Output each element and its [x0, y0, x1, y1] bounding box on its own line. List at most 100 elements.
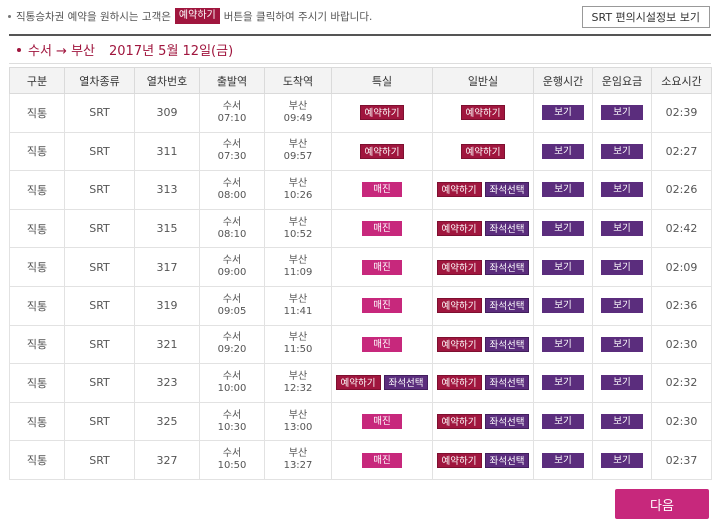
general-seat-cell: 예약하기 좌석선택: [432, 170, 534, 210]
special-seat-cell: 매진: [331, 208, 433, 249]
schedule-cell: 보기: [533, 363, 593, 403]
reserve-button[interactable]: 예약하기: [436, 221, 482, 237]
reserve-button[interactable]: 예약하기: [460, 143, 506, 159]
duration: 02:27: [651, 131, 712, 172]
seat-select-button[interactable]: 좌석선택: [383, 375, 429, 391]
seat-select-button[interactable]: 좌석선택: [484, 221, 530, 237]
reserve-button[interactable]: 예약하기: [436, 375, 482, 391]
train-kind: SRT: [64, 363, 135, 403]
departure-time: 10:30: [217, 421, 247, 433]
view-fare-button[interactable]: 보기: [601, 336, 643, 352]
schedule-cell: 보기: [533, 324, 593, 365]
service-type: 직통: [9, 440, 65, 480]
arrival-cell: 부산 11:09: [264, 247, 332, 287]
arrival-station: 부산: [288, 216, 308, 228]
seat-select-button[interactable]: 좌석선택: [484, 375, 530, 391]
train-number: 321: [134, 324, 200, 365]
view-schedule-button[interactable]: 보기: [542, 259, 584, 275]
train-number: 325: [134, 401, 200, 442]
reserve-button[interactable]: 예약하기: [335, 375, 381, 391]
departure-time: 09:00: [217, 267, 247, 279]
departure-time: 07:10: [217, 112, 247, 124]
departure-cell: 수서 10:30: [199, 401, 265, 442]
view-fare-button[interactable]: 보기: [601, 375, 643, 391]
view-fare-button[interactable]: 보기: [601, 143, 643, 159]
reserve-button[interactable]: 예약하기: [436, 259, 482, 275]
general-seat-cell: 예약하기 좌석선택: [432, 285, 534, 326]
column-header: 도착역: [264, 67, 332, 94]
facility-info-button[interactable]: SRT 편의시설정보 보기: [581, 6, 710, 28]
view-schedule-button[interactable]: 보기: [542, 375, 584, 391]
service-type: 직통: [9, 363, 65, 403]
departure-station: 수서: [222, 332, 242, 344]
view-fare-button[interactable]: 보기: [601, 414, 643, 430]
view-schedule-button[interactable]: 보기: [542, 105, 584, 121]
reserve-button[interactable]: 예약하기: [436, 452, 482, 468]
train-kind: SRT: [64, 440, 135, 480]
view-schedule-button[interactable]: 보기: [542, 336, 584, 352]
fare-cell: 보기: [592, 131, 652, 172]
table-row: 직통 SRT 315 수서 08:10 부산 10:52 매진 예약하기 좌석선택 보기 보기 02:4…: [9, 208, 712, 249]
duration: 02:37: [651, 440, 712, 480]
arrival-time: 12:32: [283, 382, 313, 394]
view-fare-button[interactable]: 보기: [601, 452, 643, 468]
reserve-button[interactable]: 예약하기: [359, 143, 405, 159]
schedule-cell: 보기: [533, 208, 593, 249]
fare-cell: 보기: [592, 170, 652, 210]
reserve-button[interactable]: 예약하기: [436, 298, 482, 314]
notice-text: 직통승차권 예약을 원하시는 고객은 예약하기 버튼을 클릭하여 주시기 바랍니…: [8, 8, 372, 24]
sold-out-badge: 매진: [362, 298, 402, 314]
service-type: 직통: [9, 131, 65, 172]
train-number: 323: [134, 363, 200, 403]
arrival-time: 09:49: [283, 112, 313, 124]
sold-out-badge: 매진: [362, 452, 402, 468]
view-schedule-button[interactable]: 보기: [542, 452, 584, 468]
column-header: 운임요금: [592, 67, 652, 94]
route-header: 수서 → 부산 2017년 5월 12일(금): [9, 34, 711, 64]
seat-select-button[interactable]: 좌석선택: [484, 414, 530, 430]
special-seat-cell: 매진: [331, 440, 433, 480]
reserve-button[interactable]: 예약하기: [436, 414, 482, 430]
view-schedule-button[interactable]: 보기: [542, 143, 584, 159]
seat-select-button[interactable]: 좌석선택: [484, 336, 530, 352]
arrival-cell: 부산 09:49: [264, 93, 332, 133]
arrival-station: 부산: [288, 139, 308, 151]
arrival-time: 10:26: [283, 189, 313, 201]
view-fare-button[interactable]: 보기: [601, 105, 643, 121]
view-fare-button[interactable]: 보기: [601, 221, 643, 237]
train-kind: SRT: [64, 131, 135, 172]
view-fare-button[interactable]: 보기: [601, 298, 643, 314]
reserve-button[interactable]: 예약하기: [436, 182, 482, 198]
general-seat-cell: 예약하기 좌석선택: [432, 247, 534, 287]
duration: 02:39: [651, 93, 712, 133]
reserve-button[interactable]: 예약하기: [436, 336, 482, 352]
departure-station: 수서: [222, 139, 242, 151]
arrival-station: 부산: [288, 255, 308, 267]
arrival-cell: 부산 11:50: [264, 324, 332, 365]
duration: 02:36: [651, 285, 712, 326]
duration: 02:30: [651, 401, 712, 442]
seat-select-button[interactable]: 좌석선택: [484, 182, 530, 198]
seat-select-button[interactable]: 좌석선택: [484, 259, 530, 275]
notice-text-before: 직통승차권 예약을 원하시는 고객은: [16, 10, 171, 23]
reserve-button[interactable]: 예약하기: [460, 105, 506, 121]
view-schedule-button[interactable]: 보기: [542, 221, 584, 237]
reserve-button[interactable]: 예약하기: [359, 105, 405, 121]
arrival-station: 부산: [288, 370, 308, 382]
seat-select-button[interactable]: 좌석선택: [484, 298, 530, 314]
arrival-station: 부산: [288, 293, 308, 305]
departure-cell: 수서 10:00: [199, 363, 265, 403]
arrival-time: 11:41: [283, 305, 313, 317]
view-fare-button[interactable]: 보기: [601, 182, 643, 198]
view-fare-button[interactable]: 보기: [601, 259, 643, 275]
seat-select-button[interactable]: 좌석선택: [484, 452, 530, 468]
view-schedule-button[interactable]: 보기: [542, 182, 584, 198]
view-schedule-button[interactable]: 보기: [542, 414, 584, 430]
fare-cell: 보기: [592, 363, 652, 403]
duration: 02:09: [651, 247, 712, 287]
departure-station: 수서: [222, 293, 242, 305]
view-schedule-button[interactable]: 보기: [542, 298, 584, 314]
next-button[interactable]: 다음: [615, 489, 709, 519]
duration: 02:26: [651, 170, 712, 210]
special-seat-cell: 매진: [331, 247, 433, 287]
